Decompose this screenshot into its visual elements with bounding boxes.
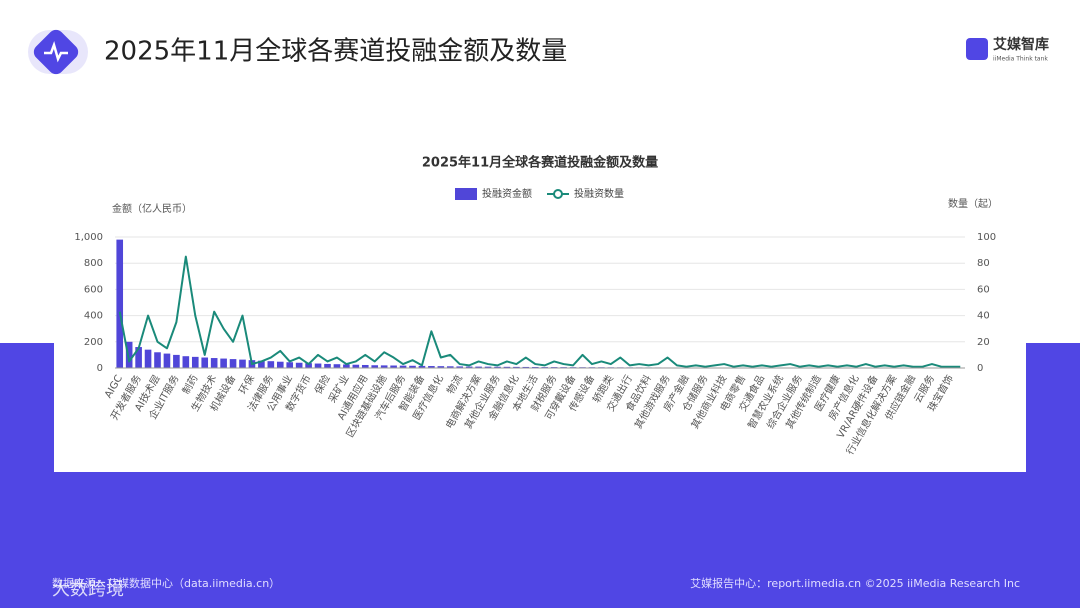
y-tick-label: 1,000 [74, 232, 103, 243]
legend-label: 投融资金额 [482, 187, 532, 200]
y-tick-label: 600 [84, 284, 103, 295]
logo-name: 艾媒智库 [993, 36, 1049, 53]
y2-tick-label: 80 [977, 258, 990, 269]
y2-tick-label: 100 [977, 232, 996, 243]
bar [296, 363, 303, 368]
y2-tick-label: 0 [977, 363, 983, 374]
bar [239, 360, 246, 368]
bar [334, 364, 341, 368]
chart-title: 2025年11月全球各赛道投融金额及数量 [422, 155, 658, 171]
legend-marker [554, 190, 562, 198]
y2-tick-label: 20 [977, 337, 990, 348]
bar [277, 362, 284, 368]
watermark: 大数跨境 [52, 579, 124, 600]
bar [164, 354, 171, 368]
bar [154, 352, 161, 368]
bar [201, 358, 208, 368]
bar [183, 356, 190, 368]
bar [230, 359, 237, 368]
y-tick-label: 200 [84, 337, 103, 348]
y-tick-label: 0 [97, 363, 103, 374]
y2-tick-label: 40 [977, 311, 990, 322]
y-axis-label: 金额（亿人民币） [112, 202, 192, 215]
legend-label: 投融资数量 [574, 187, 624, 200]
bar [286, 362, 293, 368]
y2-axis-label: 数量（起） [948, 197, 998, 210]
bar [192, 357, 199, 368]
footer-right: 艾媒报告中心：report.iimedia.cn ©2025 iiMedia R… [690, 576, 1020, 590]
logo-subtitle: iiMedia Think tank [993, 56, 1048, 63]
logo-mark [966, 38, 988, 60]
legend-swatch [455, 188, 477, 200]
page-title: 2025年11月全球各赛道投融金额及数量 [104, 37, 567, 67]
bar [116, 240, 123, 368]
y-tick-label: 400 [84, 311, 103, 322]
bar [145, 350, 152, 368]
bar [315, 364, 322, 368]
bar [268, 361, 275, 368]
bar [211, 358, 218, 368]
bar [324, 364, 331, 368]
y-tick-label: 800 [84, 258, 103, 269]
y2-tick-label: 60 [977, 284, 990, 295]
bar [173, 355, 180, 368]
bar [220, 359, 227, 368]
